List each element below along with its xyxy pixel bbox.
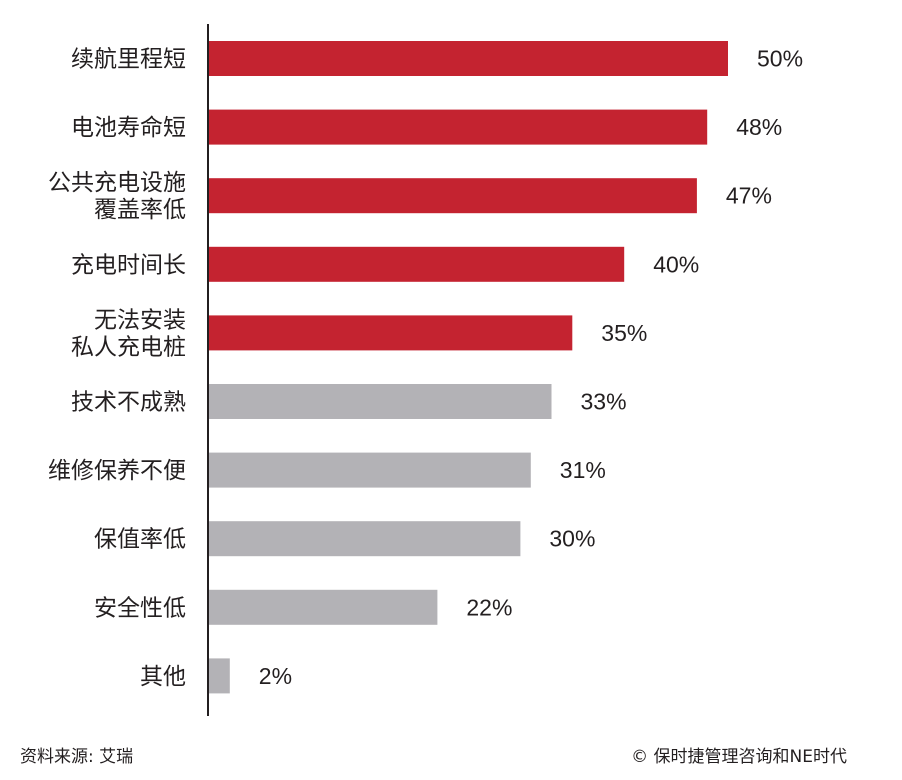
category-label: 私人充电桩 [71,334,186,360]
category-label: 技术不成熟 [71,390,186,416]
category-label: 充电时间长 [71,252,186,278]
source-note: 资料来源: 艾瑞 [20,747,134,767]
value-label: 48% [736,114,782,140]
value-label: 2% [259,663,292,689]
bar [209,384,552,419]
category-label: 其他 [140,664,186,690]
bars-group [209,41,728,694]
category-label: 续航里程短 [71,47,186,73]
category-label: 公共充电设施 [48,170,186,196]
bar [209,41,728,76]
value-label: 33% [581,389,627,415]
category-label: 保值率低 [94,527,186,553]
bar [209,315,573,351]
value-label: 30% [549,526,595,552]
value-labels-group: 50% 48% 47% 40% 35% 33% 31% 30% 22% 2% [259,46,803,689]
bar [209,589,438,625]
category-label: 无法安装 [94,307,186,333]
category-label: 安全性低 [94,595,186,621]
value-label: 40% [653,251,699,277]
value-label: 22% [466,594,512,620]
bar [209,452,531,488]
value-label: 31% [560,457,606,483]
bar [209,246,625,282]
category-label: 覆盖率低 [94,197,186,223]
bar [209,109,708,145]
bar [209,178,697,214]
category-label: 维修保养不便 [48,458,186,484]
bar [209,658,230,694]
value-label: 35% [601,320,647,346]
category-label: 电池寿命短 [71,115,186,141]
value-label: 47% [726,183,772,209]
category-labels-group: 续航里程短电池寿命短公共充电设施覆盖率低充电时间长无法安装私人充电桩技术不成熟维… [48,47,186,690]
bar [209,521,521,557]
bar-chart: 续航里程短电池寿命短公共充电设施覆盖率低充电时间长无法安装私人充电桩技术不成熟维… [48,24,803,716]
value-label: 50% [757,46,803,72]
copyright-credit: © 保时捷管理咨询和NE时代 [631,747,847,767]
